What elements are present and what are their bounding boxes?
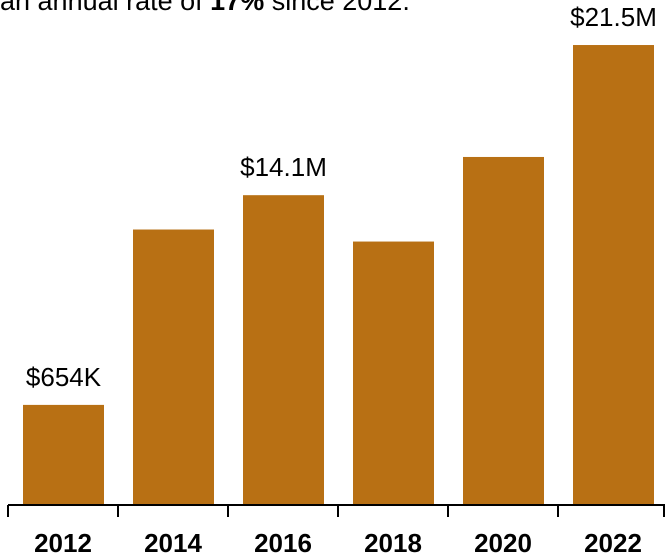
x-tick-label-2018: 2018: [364, 528, 422, 558]
value-label-2012: $654K: [26, 362, 102, 392]
value-label-2016: $14.1M: [240, 152, 327, 182]
subtitle-highlight: 17%: [210, 0, 265, 16]
x-tick-labels-group: 2012 2014 2016 2018 2020 2022: [34, 528, 642, 558]
subtitle-suffix: since 2012.: [264, 0, 410, 16]
x-tick-label-2014: 2014: [144, 528, 202, 558]
x-tick-label-2016: 2016: [254, 528, 312, 558]
x-ticks-group: [7, 505, 665, 517]
bars-group: [23, 45, 654, 506]
bar-2020: [463, 156, 544, 506]
x-tick-label-2012: 2012: [34, 528, 92, 558]
x-tick-label-2022: 2022: [584, 528, 642, 558]
chart-subtitle: an annual rate of 17% since 2012.: [0, 0, 410, 17]
bar-2018: [353, 241, 434, 505]
bar-2014: [133, 229, 214, 505]
bar-2022: [573, 45, 654, 505]
x-tick-label-2020: 2020: [474, 528, 532, 558]
bar-2016: [243, 195, 324, 505]
value-label-2022: $21.5M: [570, 2, 657, 32]
subtitle-prefix: an annual rate of: [0, 0, 211, 16]
value-labels-group: $654K $14.1M $21.5M: [26, 2, 657, 392]
bar-2012: [23, 404, 104, 505]
